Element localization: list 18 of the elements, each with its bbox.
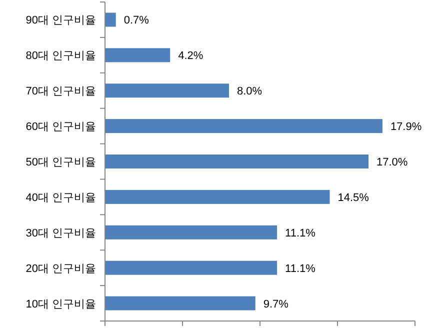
data-label: 11.1% [285, 262, 316, 275]
data-label: 14.5% [338, 192, 370, 204]
data-label: 0.7% [124, 14, 150, 27]
y-tick-label: 90대 인구비율 [26, 14, 96, 27]
data-label: 9.7% [263, 298, 289, 310]
y-tick-label: 20대 인구비율 [26, 262, 96, 275]
y-tick-label: 70대 인구비율 [26, 86, 96, 98]
data-label: 17.9% [390, 121, 422, 134]
data-label: 8.0% [237, 86, 262, 98]
data-label: 17.0% [376, 156, 408, 168]
data-label: 11.1% [285, 227, 316, 240]
y-tick-label: 30대 인구비율 [26, 227, 96, 240]
y-tick-label: 80대 인구비율 [26, 50, 96, 62]
y-tick-label: 10대 인구비율 [26, 298, 96, 310]
y-tick-label: 50대 인구비율 [26, 156, 96, 168]
y-tick-label: 60대 인구비율 [26, 121, 96, 134]
data-label: 4.2% [178, 50, 204, 62]
y-tick-label: 40대 인구비율 [26, 192, 96, 204]
